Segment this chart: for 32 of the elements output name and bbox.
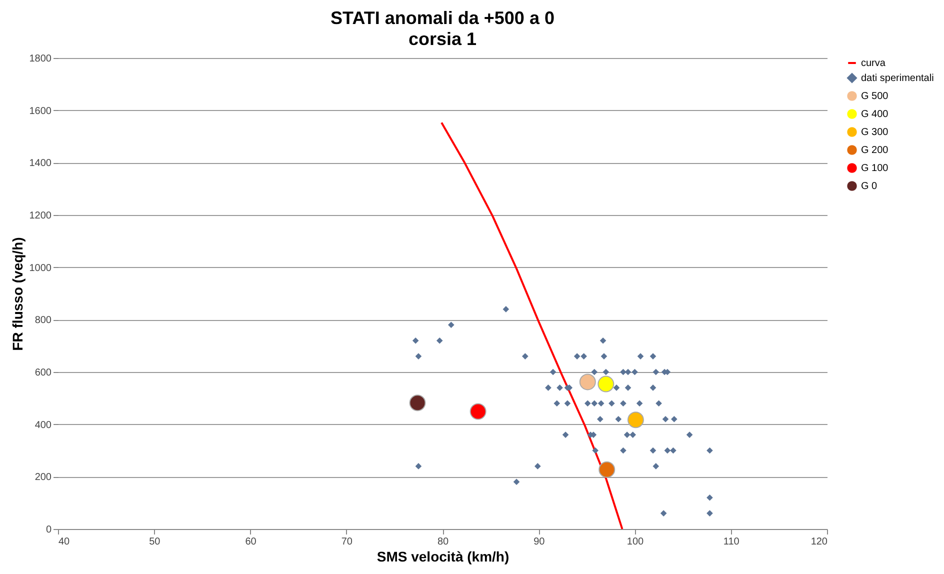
x-tick-label: 80 xyxy=(437,536,449,548)
legend-label: G 0 xyxy=(861,181,878,192)
y-tick-label: 0 xyxy=(46,524,52,536)
legend-label: G 100 xyxy=(861,163,889,174)
x-tick-label: 50 xyxy=(149,536,161,548)
x-tick-label: 70 xyxy=(341,536,353,548)
y-tick-label: 600 xyxy=(34,368,52,378)
x-tick-label: 90 xyxy=(534,536,546,548)
chart-subtitle: corsia 1 xyxy=(408,29,477,49)
x-tick-label: 120 xyxy=(810,536,828,548)
x-tick-label: 110 xyxy=(723,536,740,548)
x-tick-label: 100 xyxy=(626,536,644,548)
legend-label: curva xyxy=(861,58,886,69)
line-series xyxy=(440,122,624,530)
chart-title: STATI anomali da +500 a 0 xyxy=(330,8,554,28)
x-tick-label: 60 xyxy=(245,536,257,548)
y-tick-label: 1800 xyxy=(29,54,52,64)
y-tick-label: 800 xyxy=(34,315,52,326)
y-tick-label: 1000 xyxy=(29,262,52,274)
y-tick-label: 1600 xyxy=(29,106,52,117)
y-tick-label: 200 xyxy=(34,472,52,484)
x-axis-title: SMS velocità (km/h) xyxy=(376,548,510,564)
legend-label: G 400 xyxy=(861,109,889,120)
legend-label: G 500 xyxy=(861,91,889,102)
legend-label: G 200 xyxy=(861,145,889,156)
y-tick-label: 1400 xyxy=(29,158,52,170)
y-axis-title: FR flusso (veq/h) xyxy=(9,237,26,351)
x-tick-label: 40 xyxy=(58,536,70,548)
legend-label: G 300 xyxy=(861,127,889,138)
y-tick-label: 1200 xyxy=(29,210,52,222)
y-tick-label: 400 xyxy=(34,420,52,431)
legend-label: dati sperimentali xyxy=(861,73,934,84)
